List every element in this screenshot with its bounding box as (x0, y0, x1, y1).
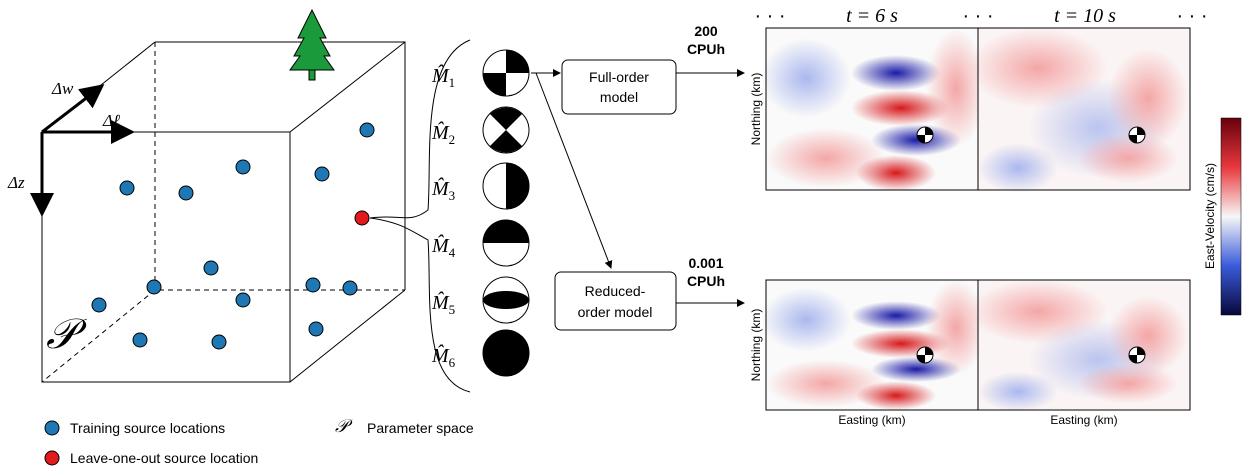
model-cost: CPUh (687, 273, 725, 289)
tensor-label: M̂ (431, 234, 450, 257)
ellipsis: · · · (1176, 5, 1207, 27)
legend-symbol: 𝒫 (335, 416, 353, 436)
model-box (555, 272, 676, 330)
svg-text:M̂5: M̂5 (431, 291, 455, 317)
svg-text:M̂1: M̂1 (431, 64, 455, 90)
x-axis-label: Easting (km) (838, 413, 905, 427)
axis-label: Δℓ (102, 111, 120, 130)
tensor-label: M̂ (431, 121, 450, 144)
ellipsis: · · · (754, 5, 785, 27)
model-cost: CPUh (687, 41, 725, 57)
tensor-label: M̂ (431, 177, 450, 200)
brace (370, 40, 470, 392)
legend-label: Parameter space (367, 420, 474, 436)
tensor-labels: M̂1 M̂2 M̂3 M̂4 M̂5 M̂6 (431, 64, 456, 370)
colorbar (1221, 118, 1241, 315)
legend-label: Leave-one-out source location (70, 450, 258, 466)
wavefield-panels (761, 28, 1190, 412)
ellipsis: · · · (962, 5, 993, 27)
model-cost: 200 (694, 23, 718, 39)
tensor-index: 5 (449, 302, 456, 317)
tensor-index: 1 (449, 75, 456, 90)
space-symbol: 𝒫 (46, 312, 87, 358)
parameter-cube: Δw Δℓ Δz 𝒫 (7, 10, 405, 382)
time-label: t = 6 s (846, 5, 898, 27)
tensor-index: 3 (449, 188, 456, 203)
axis-label: Δw (51, 79, 74, 98)
figure: Δw Δℓ Δz 𝒫 M̂1 M̂2 M̂3 M̂4 M̂5 M̂6 (0, 0, 1251, 468)
tensor-index: 6 (449, 355, 456, 370)
x-axis-label: Easting (km) (1050, 413, 1117, 427)
svg-text:M̂2: M̂2 (431, 121, 455, 147)
axis-label: Δz (7, 173, 25, 192)
model-name: Full-order (589, 69, 649, 85)
model-name: Reduced- (585, 283, 646, 299)
tensor-label: M̂ (431, 344, 450, 367)
moment-tensors (483, 50, 529, 376)
tensor-label: M̂ (431, 291, 450, 314)
legend-label: Training source locations (70, 420, 225, 436)
y-axis-label: Northing (km) (749, 309, 763, 382)
tensor-label: M̂ (431, 64, 450, 87)
legend: Training source locations Leave-one-out … (45, 416, 474, 466)
tensor-index: 2 (449, 132, 456, 147)
y-axis-label: Northing (km) (749, 73, 763, 146)
colorbar-label: East-Velocity (cm/s) (1203, 163, 1217, 269)
svg-text:M̂6: M̂6 (431, 344, 456, 370)
model-cost: 0.001 (688, 255, 723, 271)
leave-out-point (355, 211, 369, 225)
svg-text:M̂3: M̂3 (431, 177, 455, 203)
svg-text:M̂4: M̂4 (431, 234, 456, 260)
training-points (92, 123, 374, 349)
model-name: order model (578, 304, 653, 320)
tensor-index: 4 (449, 245, 456, 260)
model-name: model (600, 89, 638, 105)
time-label: t = 10 s (1054, 5, 1116, 27)
